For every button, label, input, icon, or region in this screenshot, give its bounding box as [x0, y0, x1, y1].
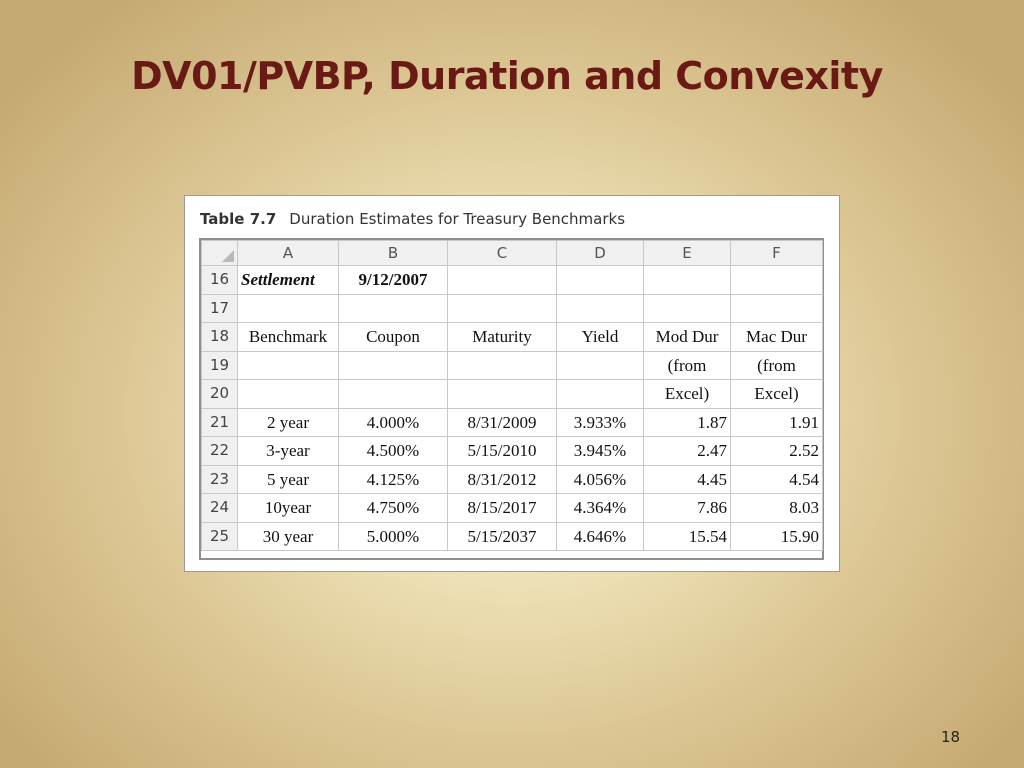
cell: [447, 265, 557, 295]
maturity-cell: 5/15/2010: [447, 436, 557, 466]
cell: [643, 293, 731, 323]
row-number: 17: [201, 293, 238, 323]
mac-dur-cell: 4.54: [730, 464, 823, 494]
cell: [237, 293, 339, 323]
header-cell-mac-dur-line2: (from: [730, 350, 823, 380]
row-number: 25: [201, 521, 238, 551]
cell: [730, 293, 823, 323]
header-cell-maturity: Maturity: [447, 322, 557, 352]
coupon-cell: 4.500%: [338, 436, 448, 466]
row-number: 22: [201, 436, 238, 466]
benchmark-cell: 3-year: [237, 436, 339, 466]
coupon-cell: 5.000%: [338, 521, 448, 551]
settlement-label-cell: Settlement: [237, 265, 339, 295]
table-number: Table 7.7: [200, 210, 277, 228]
row-number: 20: [201, 379, 238, 409]
row-17: 17: [201, 293, 823, 323]
yield-cell: 4.364%: [556, 493, 644, 523]
maturity-cell: 8/31/2012: [447, 464, 557, 494]
benchmark-cell: 10year: [237, 493, 339, 523]
coupon-cell: 4.000%: [338, 407, 448, 437]
header-cell-mac-dur: Mac Dur: [730, 322, 823, 352]
row-number: 23: [201, 464, 238, 494]
header-cell-mod-dur-line3: Excel): [643, 379, 731, 409]
cell: [730, 265, 823, 295]
select-all-corner: [201, 240, 238, 266]
cell: [556, 265, 644, 295]
cell: [338, 350, 448, 380]
spreadsheet-grid: A B C D E F 16 Settlement 9/12/2007 17: [201, 240, 823, 551]
row-number: 24: [201, 493, 238, 523]
row-23: 23 5 year 4.125% 8/31/2012 4.056% 4.45 4…: [201, 464, 823, 494]
yield-cell: 3.945%: [556, 436, 644, 466]
row-number: 19: [201, 350, 238, 380]
yield-cell: 3.933%: [556, 407, 644, 437]
column-header-d: D: [556, 240, 644, 266]
maturity-cell: 8/15/2017: [447, 493, 557, 523]
mod-dur-cell: 4.45: [643, 464, 731, 494]
mod-dur-cell: 7.86: [643, 493, 731, 523]
row-number: 18: [201, 322, 238, 352]
mac-dur-cell: 1.91: [730, 407, 823, 437]
coupon-cell: 4.750%: [338, 493, 448, 523]
yield-cell: 4.056%: [556, 464, 644, 494]
cell: [447, 293, 557, 323]
spreadsheet: A B C D E F 16 Settlement 9/12/2007 17: [199, 238, 824, 560]
header-cell-mod-dur: Mod Dur: [643, 322, 731, 352]
column-header-b: B: [338, 240, 448, 266]
settlement-date-cell: 9/12/2007: [338, 265, 448, 295]
header-cell-benchmark: Benchmark: [237, 322, 339, 352]
mod-dur-cell: 15.54: [643, 521, 731, 551]
benchmark-cell: 30 year: [237, 521, 339, 551]
mod-dur-cell: 2.47: [643, 436, 731, 466]
column-header-f: F: [730, 240, 823, 266]
row-19: 19 (from (from: [201, 350, 823, 380]
row-number: 16: [201, 265, 238, 295]
table-caption: Table 7.7 Duration Estimates for Treasury…: [200, 210, 625, 228]
cell: [556, 293, 644, 323]
row-20: 20 Excel) Excel): [201, 379, 823, 409]
column-header-a: A: [237, 240, 339, 266]
header-cell-coupon: Coupon: [338, 322, 448, 352]
select-all-icon: [222, 250, 234, 262]
coupon-cell: 4.125%: [338, 464, 448, 494]
cell: [237, 379, 339, 409]
mod-dur-cell: 1.87: [643, 407, 731, 437]
maturity-cell: 8/31/2009: [447, 407, 557, 437]
cell: [338, 379, 448, 409]
benchmark-cell: 2 year: [237, 407, 339, 437]
cell: [338, 293, 448, 323]
maturity-cell: 5/15/2037: [447, 521, 557, 551]
cell: [643, 265, 731, 295]
header-cell-yield: Yield: [556, 322, 644, 352]
row-25: 25 30 year 5.000% 5/15/2037 4.646% 15.54…: [201, 521, 823, 551]
row-22: 22 3-year 4.500% 5/15/2010 3.945% 2.47 2…: [201, 436, 823, 466]
column-header-row: A B C D E F: [201, 240, 823, 266]
row-16: 16 Settlement 9/12/2007: [201, 265, 823, 295]
column-header-e: E: [643, 240, 731, 266]
table-figure: Table 7.7 Duration Estimates for Treasury…: [184, 195, 840, 572]
cell: [447, 379, 557, 409]
row-18: 18 Benchmark Coupon Maturity Yield Mod D…: [201, 322, 823, 352]
mac-dur-cell: 8.03: [730, 493, 823, 523]
mac-dur-cell: 2.52: [730, 436, 823, 466]
row-number: 21: [201, 407, 238, 437]
table-caption-text: Duration Estimates for Treasury Benchmar…: [289, 210, 626, 228]
header-cell-mac-dur-line3: Excel): [730, 379, 823, 409]
cell: [237, 350, 339, 380]
cell: [447, 350, 557, 380]
yield-cell: 4.646%: [556, 521, 644, 551]
page-number: 18: [941, 728, 961, 746]
benchmark-cell: 5 year: [237, 464, 339, 494]
cell: [556, 350, 644, 380]
header-cell-mod-dur-line2: (from: [643, 350, 731, 380]
slide-title: DV01/PVBP, Duration and Convexity: [131, 54, 883, 98]
mac-dur-cell: 15.90: [730, 521, 823, 551]
row-21: 21 2 year 4.000% 8/31/2009 3.933% 1.87 1…: [201, 407, 823, 437]
row-24: 24 10year 4.750% 8/15/2017 4.364% 7.86 8…: [201, 493, 823, 523]
cell: [556, 379, 644, 409]
column-header-c: C: [447, 240, 557, 266]
